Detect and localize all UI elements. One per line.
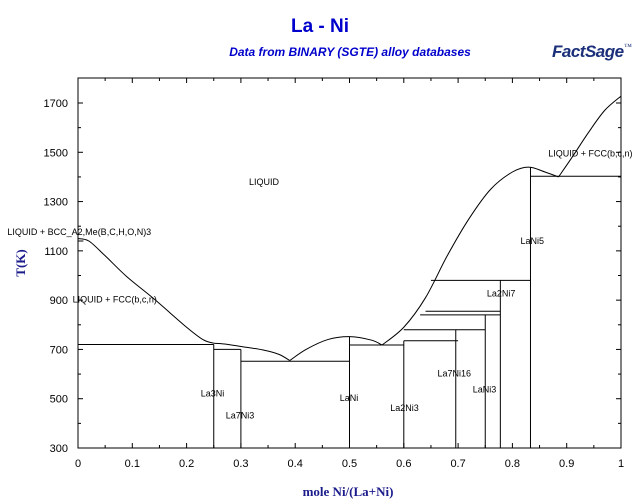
region-label: La2Ni7 (487, 288, 516, 298)
x-axis-ticks: 0 0.1 0.2 0.3 0.4 0.5 0.6 0.7 0.8 0.9 1 (75, 78, 624, 470)
y-tick-label: 1500 (44, 147, 68, 159)
liquidus-curves (77, 95, 622, 361)
logo-trademark: ™ (624, 42, 632, 51)
x-axis-title: mole Ni/(La+Ni) (303, 484, 394, 499)
x-tick-label: 0.6 (396, 458, 411, 470)
y-tick-label: 500 (50, 394, 68, 406)
liquidus-curve-1 (213, 342, 291, 361)
x-tick-label: 0.4 (288, 458, 303, 470)
y-tick-label: 700 (50, 344, 68, 356)
y-tick-label: 300 (50, 443, 68, 455)
y-tick-label: 1100 (44, 246, 68, 258)
region-label: La2Ni3 (390, 403, 419, 413)
x-tick-label: 0 (75, 458, 81, 470)
y-axis-ticks: 300 500 700 900 1100 1300 1500 1700 (44, 98, 621, 455)
x-tick-label: 0.9 (559, 458, 574, 470)
region-label: LIQUID + FCC(b,c,n) (548, 149, 632, 159)
region-label: LaNi3 (473, 385, 497, 395)
factsage-logo: FactSage ™ (538, 40, 632, 70)
x-tick-label: 0.7 (450, 458, 465, 470)
region-label: La7Ni3 (226, 410, 255, 420)
y-tick-label: 900 (50, 295, 68, 307)
y-tick-label: 1300 (44, 197, 68, 209)
region-labels: LIQUID LIQUID + BCC_A2,Me(B,C,H,O,N)3 LIQU… (7, 149, 632, 421)
region-label: LaNi5 (521, 236, 545, 246)
y-tick-label: 1700 (44, 98, 68, 110)
region-label: LaNi (340, 393, 359, 403)
x-tick-label: 0.5 (342, 458, 357, 470)
liquidus-curve-0 (77, 238, 214, 344)
x-tick-label: 0.8 (505, 458, 520, 470)
chart-title: La - Ni (290, 16, 350, 37)
region-label: La3Ni (201, 388, 225, 398)
region-label: La7Ni16 (437, 369, 471, 379)
liquidus-curve-3 (381, 166, 559, 346)
liquidus-curve-4 (558, 95, 622, 178)
x-tick-label: 0.1 (125, 458, 140, 470)
region-label: LIQUID + BCC_A2,Me(B,C,H,O,N)3 (7, 227, 151, 237)
chart-subtitle: Data from BINARY (SGTE) alloy databases (229, 45, 471, 59)
x-tick-label: 1 (618, 458, 624, 470)
region-label: LIQUID (249, 177, 280, 187)
liquidus-curve-2 (289, 336, 383, 361)
logo-brand-text: FactSage (552, 42, 624, 61)
x-tick-label: 0.2 (179, 458, 194, 470)
y-axis-title: T(K) (13, 249, 28, 276)
compound-lines (213, 167, 531, 448)
region-label: LIQUID + FCC(b,c,n) (73, 295, 157, 305)
solidus-lines (78, 175, 621, 362)
x-tick-label: 0.3 (233, 458, 248, 470)
